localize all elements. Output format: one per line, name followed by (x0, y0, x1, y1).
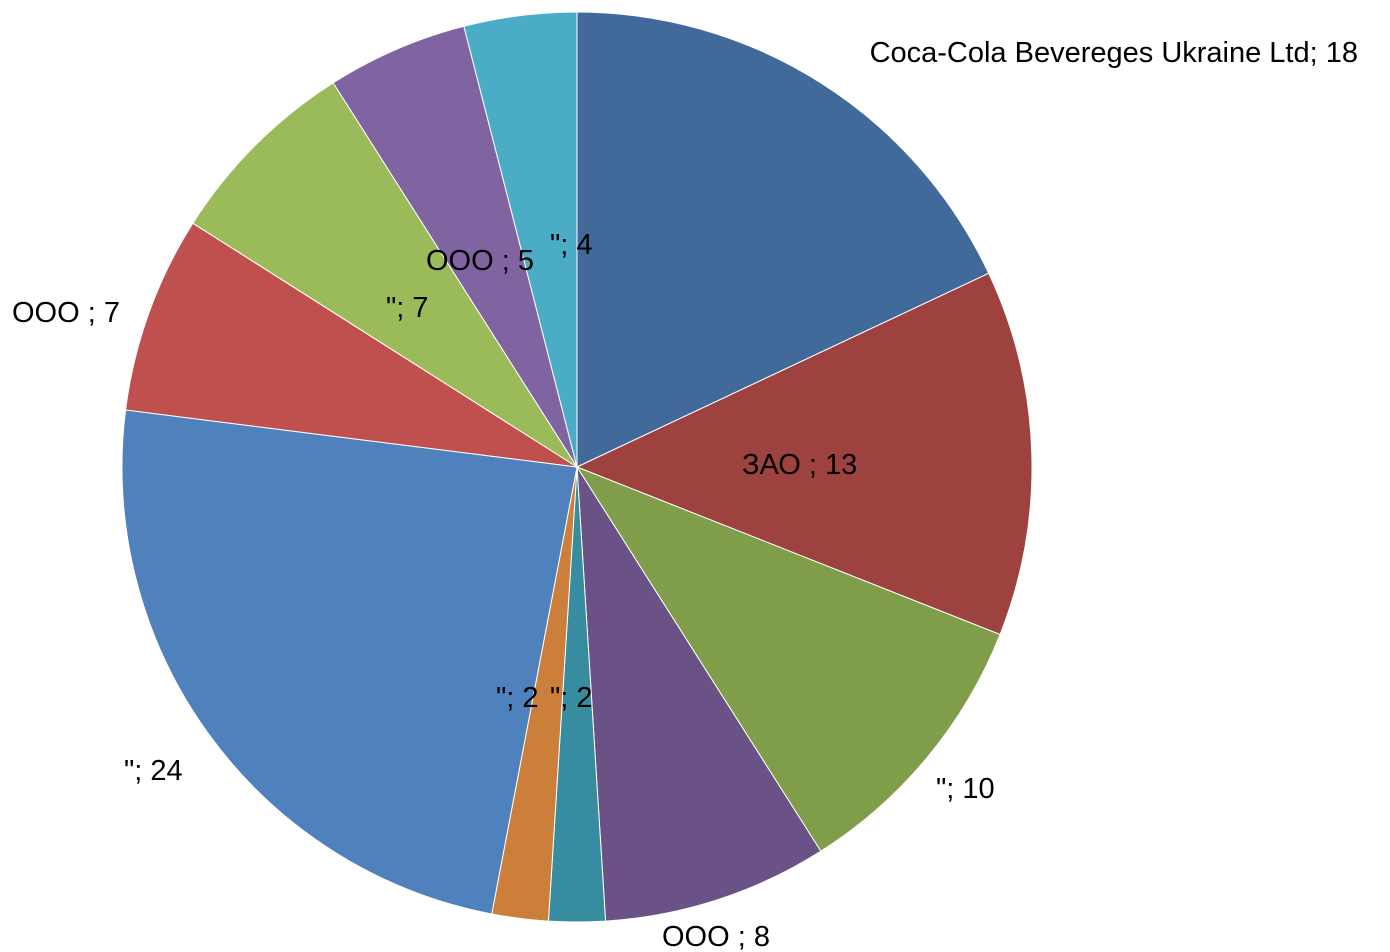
data-label-2: ЗАО ; 13 (742, 449, 857, 481)
data-label-9: "; 7 (386, 292, 429, 324)
pie-slice-8 (125, 222, 578, 468)
pie-slice-4 (576, 466, 822, 922)
pie-slice-2 (575, 272, 1033, 636)
pie-slice-1 (576, 11, 990, 468)
pie-slice-10 (332, 25, 578, 468)
data-label-8: ООО ; 7 (12, 297, 120, 329)
pie-slice-11 (463, 11, 578, 468)
data-label-4: ООО ; 8 (662, 921, 770, 952)
data-label-3: "; 10 (936, 773, 995, 805)
pie-labels: Coca-Cola Bevereges Ukraine Ltd; 18 ЗАО ;… (12, 37, 1358, 952)
pie-slice-3 (575, 465, 1001, 852)
pie-slice-7 (121, 409, 578, 915)
pie-slice-9 (192, 82, 578, 468)
data-label-11: "; 4 (550, 229, 593, 261)
data-label-7: "; 24 (124, 755, 183, 787)
data-label-6: "; 2 (496, 682, 539, 714)
pie-slices (121, 11, 1033, 923)
data-label-1: Coca-Cola Bevereges Ukraine Ltd; 18 (870, 37, 1358, 69)
data-label-10: ООО ; 5 (426, 245, 534, 277)
data-label-5: "; 2 (550, 682, 593, 714)
